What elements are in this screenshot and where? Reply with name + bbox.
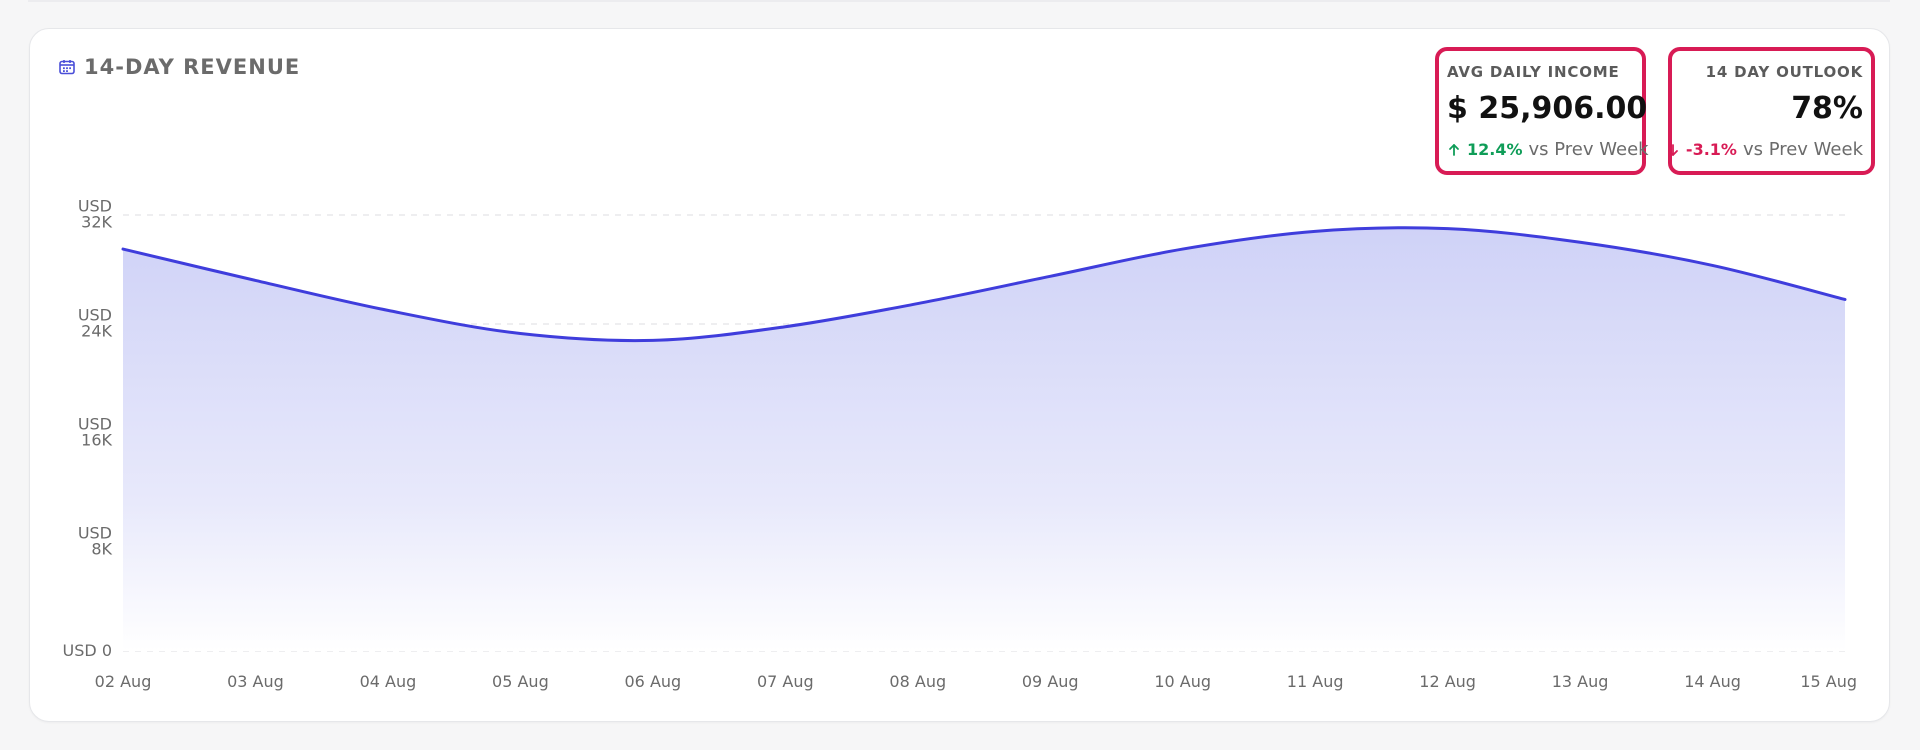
fourteen-day-outlook-label: 14 DAY OUTLOOK bbox=[1705, 63, 1863, 81]
avg-daily-income-change-value: 12.4% bbox=[1467, 140, 1523, 159]
avg-daily-income-note: vs Prev Week bbox=[1528, 139, 1649, 160]
fourteen-day-outlook-change-value: -3.1% bbox=[1685, 140, 1737, 159]
fourteen-day-outlook-note: vs Prev Week bbox=[1742, 139, 1863, 160]
fourteen-day-outlook-change: -3.1% vs Prev Week bbox=[1666, 139, 1863, 160]
arrow-up-icon bbox=[1449, 143, 1459, 156]
arrow-down-icon bbox=[1668, 143, 1678, 156]
revenue-card: 14-DAY REVENUE AVG DAILY INCOME $ 25,906… bbox=[29, 28, 1890, 722]
card-title: 14-DAY REVENUE bbox=[58, 55, 300, 79]
avg-daily-income-card[interactable]: AVG DAILY INCOME $ 25,906.00 12.4% vs Pr… bbox=[1435, 47, 1649, 175]
calendar-icon bbox=[59, 60, 75, 75]
fourteen-day-outlook-card[interactable]: 14 DAY OUTLOOK 78% -3.1% vs Prev Week bbox=[1668, 47, 1875, 175]
avg-daily-income-change: 12.4% vs Prev Week bbox=[1447, 139, 1649, 160]
top-divider bbox=[28, 0, 1890, 2]
avg-daily-income-label: AVG DAILY INCOME bbox=[1447, 63, 1620, 81]
avg-daily-income-value: $ 25,906.00 bbox=[1447, 91, 1648, 126]
fourteen-day-outlook-value: 78% bbox=[1791, 91, 1863, 126]
card-title-text: 14-DAY REVENUE bbox=[84, 55, 301, 79]
